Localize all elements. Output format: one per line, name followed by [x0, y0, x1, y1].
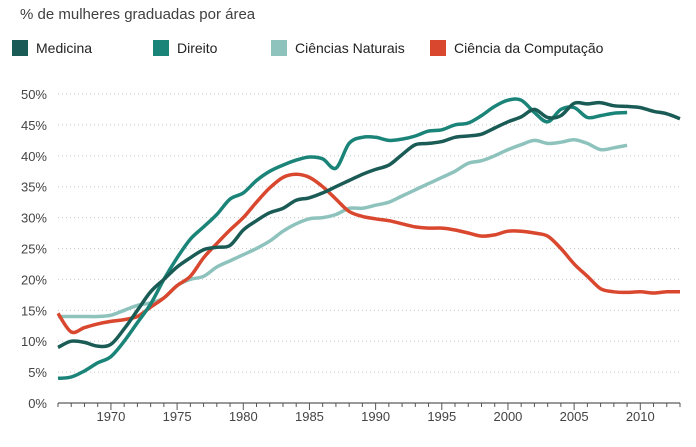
legend-item-direito[interactable]: Direito: [153, 40, 217, 56]
y-tick-label: 45%: [21, 118, 47, 133]
x-tick-label: 1990: [361, 409, 390, 424]
y-tick-label: 10%: [21, 334, 47, 349]
y-tick-label: 50%: [21, 87, 47, 102]
x-axis: 1970 1975 1980 1985 1990 1995 2000 2005 2010: [57, 402, 681, 424]
legend-label-ciencias-naturais: Ciências Naturais: [295, 40, 405, 56]
series-line-ciencia-da-computacao[interactable]: [56, 172, 681, 335]
y-tick-label: 25%: [21, 242, 47, 257]
legend-item-medicina[interactable]: Medicina: [12, 40, 92, 56]
y-tick-label: 35%: [21, 180, 47, 195]
legend-item-ciencias-naturais[interactable]: Ciências Naturais: [271, 40, 405, 56]
y-axis: 0% 5% 10% 15% 20% 25% 30% 35% 40% 45% 50%: [21, 87, 47, 411]
series-line-ciencias-naturais[interactable]: [58, 137, 628, 319]
legend-swatch-ciencia-da-computacao: [430, 40, 446, 56]
y-tick-label: 40%: [21, 149, 47, 164]
legend-swatch-ciencias-naturais: [271, 40, 287, 56]
series-lines: [56, 97, 681, 381]
legend-swatch-direito: [153, 40, 169, 56]
legend-label-medicina: Medicina: [36, 40, 93, 56]
x-tick-label: 1985: [295, 409, 324, 424]
series-line-direito[interactable]: [57, 97, 628, 381]
x-tick-label: 2005: [560, 409, 589, 424]
x-tick-label: 1980: [229, 409, 258, 424]
y-tick-label: 5%: [28, 365, 47, 380]
x-tick-label: 1970: [96, 409, 125, 424]
y-tick-label: 0%: [28, 396, 47, 411]
chart-title: % de mulheres graduadas por área: [20, 6, 256, 23]
y-tick-label: 20%: [21, 272, 47, 287]
y-tick-label: 30%: [21, 211, 47, 226]
legend-label-ciencia-da-computacao: Ciência da Computação: [454, 40, 604, 56]
x-tick-label: 1975: [163, 409, 192, 424]
x-tick-label: 2000: [493, 409, 522, 424]
legend-label-direito: Direito: [177, 40, 218, 56]
legend-item-ciencia-da-computacao[interactable]: Ciência da Computação: [430, 40, 603, 56]
y-tick-label: 15%: [21, 303, 47, 318]
legend-swatch-medicina: [12, 40, 28, 56]
series-line-medicina[interactable]: [57, 100, 681, 349]
x-tick-label: 1995: [427, 409, 456, 424]
x-tick-label: 2010: [626, 409, 655, 424]
